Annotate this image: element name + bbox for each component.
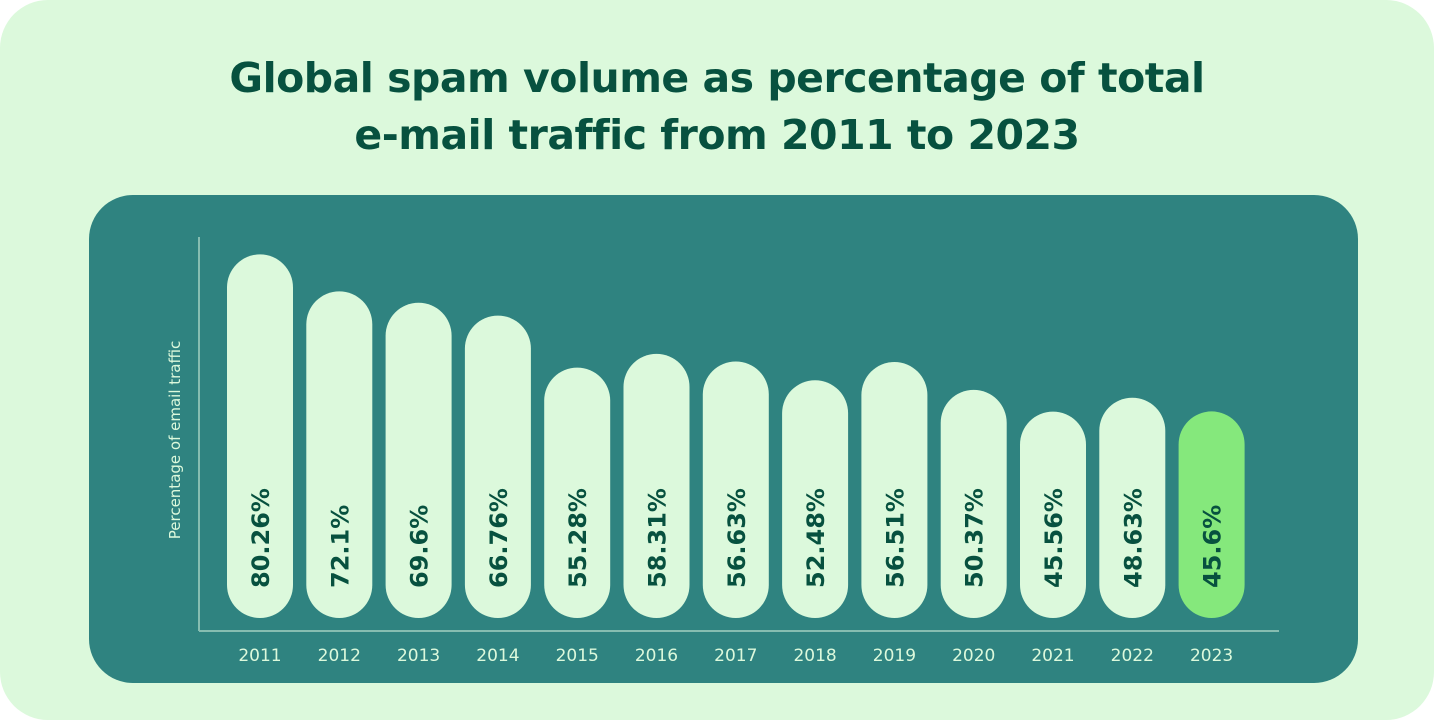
bar-value-label-2014: 66.76%	[485, 488, 513, 588]
bar-2017	[702, 361, 769, 618]
chart-title: Global spam volume as percentage of tota…	[0, 50, 1434, 164]
x-tick-label-2022: 2022	[1111, 646, 1154, 666]
bar-value-label-2019: 56.51%	[881, 488, 909, 588]
bar-2016	[623, 353, 690, 618]
x-tick-label-2019: 2019	[873, 646, 916, 666]
x-tick-label-2014: 2014	[476, 646, 519, 666]
x-tick-label-2015: 2015	[556, 646, 599, 666]
y-axis-label: Percentage of email traffic	[166, 341, 184, 540]
x-tick-label-2017: 2017	[714, 646, 757, 666]
x-tick-label-2016: 2016	[635, 646, 678, 666]
bar-2014	[464, 315, 531, 618]
bar-value-label-2018: 52.48%	[802, 488, 830, 588]
bar-value-label-2021: 45.56%	[1040, 488, 1068, 588]
x-tick-label-2020: 2020	[952, 646, 995, 666]
bar-2013	[385, 302, 452, 618]
x-tick-label-2023: 2023	[1190, 646, 1233, 666]
bar-2022	[1099, 397, 1166, 618]
x-tick-label-2021: 2021	[1031, 646, 1074, 666]
bar-2021	[1020, 411, 1086, 618]
x-tick-label-2011: 2011	[238, 646, 281, 666]
x-tick-label-2012: 2012	[318, 646, 361, 666]
bar-2023	[1178, 411, 1245, 618]
x-tick-label-2013: 2013	[397, 646, 440, 666]
bar-value-label-2015: 55.28%	[564, 488, 592, 588]
bar-2019	[861, 362, 928, 618]
bar-value-label-2020: 50.37%	[961, 488, 989, 588]
bar-2011	[227, 254, 293, 619]
bar-2015	[544, 367, 611, 618]
bar-value-label-2012: 72.1%	[326, 505, 354, 588]
chart-title-line-1: Global spam volume as percentage of tota…	[229, 54, 1205, 102]
bar-value-label-2017: 56.63%	[723, 488, 751, 588]
bar-value-label-2022: 48.63%	[1119, 488, 1147, 588]
bar-value-label-2013: 69.6%	[406, 505, 434, 588]
bar-value-label-2011: 80.26%	[247, 488, 275, 588]
bar-2020	[940, 389, 1007, 618]
bar-value-label-2016: 58.31%	[644, 488, 672, 588]
bar-2018	[782, 380, 849, 618]
chart-title-line-2: e-mail traffic from 2011 to 2023	[354, 111, 1080, 159]
bar-value-label-2023: 45.6%	[1199, 505, 1227, 588]
bar-2012	[306, 291, 373, 618]
x-tick-label-2018: 2018	[793, 646, 836, 666]
